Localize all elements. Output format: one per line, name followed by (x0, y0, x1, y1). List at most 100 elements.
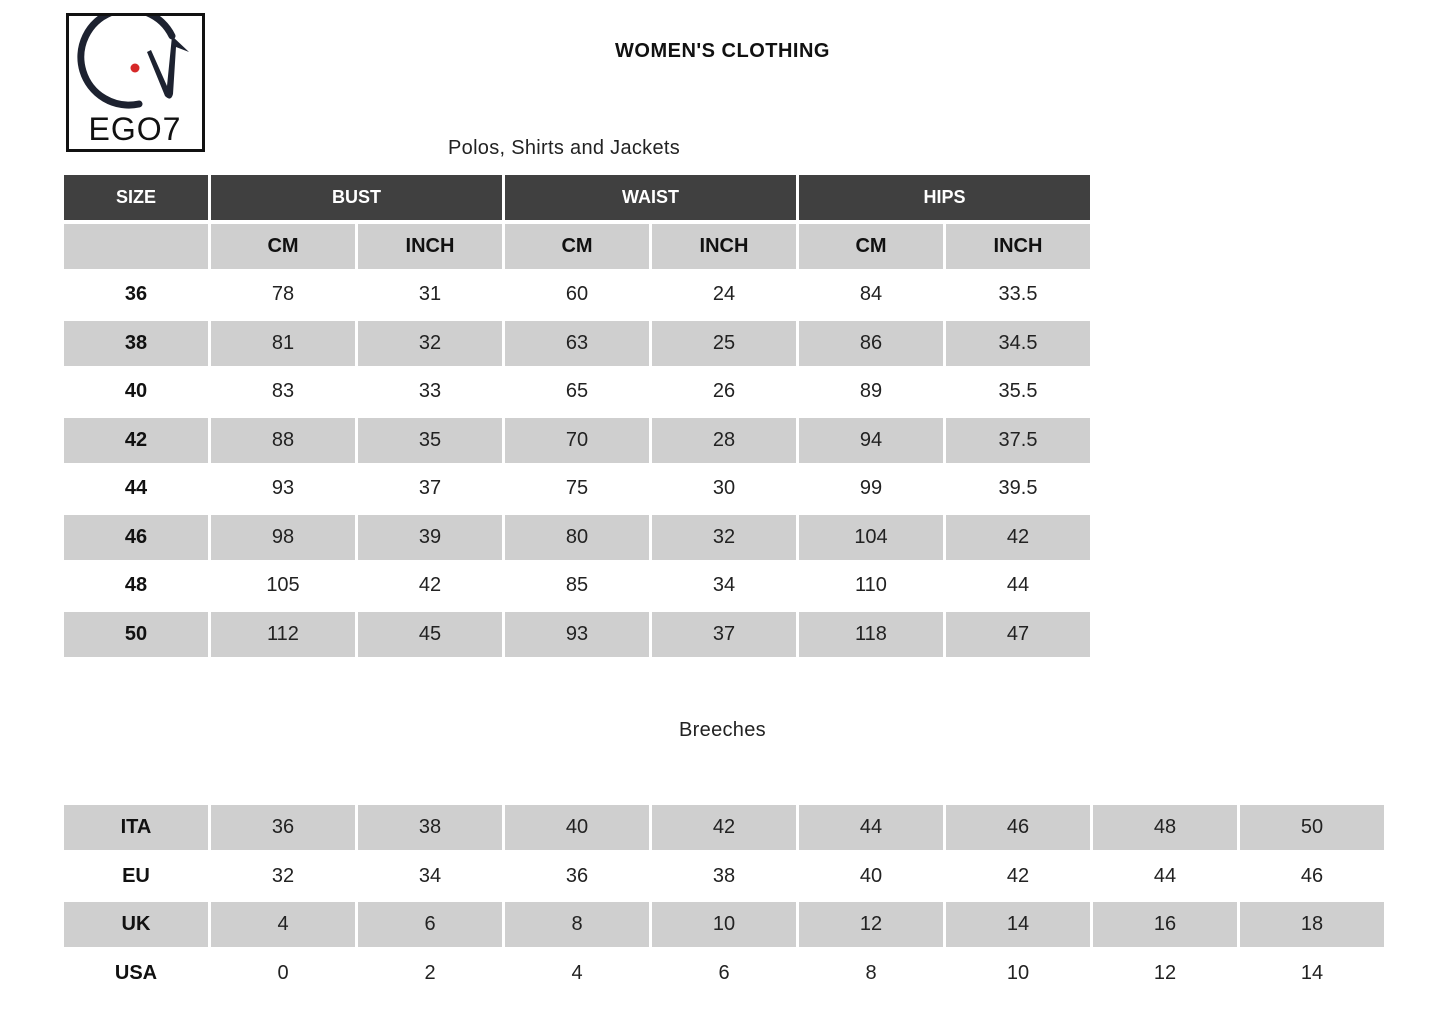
value-cell: 84 (859, 283, 883, 305)
value-cell: 88 (211, 417, 355, 463)
unit-header: CM (799, 223, 943, 269)
region-cell: EU (122, 864, 150, 887)
value-cell: 47 (946, 611, 1090, 657)
value-cell: 39 (358, 514, 502, 560)
value-cell: 35.5 (998, 380, 1038, 402)
value-cell: 31 (418, 283, 442, 305)
value-cell: 32 (358, 320, 502, 366)
size-cell: 46 (64, 514, 208, 560)
size-cell: 50 (64, 611, 208, 657)
value-cell: 35 (358, 417, 502, 463)
page-title: WOMEN'S CLOTHING (615, 40, 830, 62)
header-hips: HIPS (799, 175, 1090, 220)
value-cell: 6 (718, 961, 730, 984)
header-bust: BUST (211, 175, 502, 220)
value-cell: 4 (211, 902, 355, 947)
unit-header: INCH (946, 223, 1090, 269)
unit-header: CM (505, 223, 649, 269)
value-cell: 46 (946, 805, 1090, 850)
size-cell: 48 (124, 574, 148, 596)
value-cell: 25 (652, 320, 796, 366)
value-cell: 24 (712, 283, 736, 305)
value-cell: 44 (1153, 864, 1177, 887)
ego7-logo: EGO7 (66, 13, 205, 152)
header-blank (64, 223, 208, 269)
value-cell: 38 (358, 805, 502, 850)
polos-size-table: SIZE BUST WAIST HIPS CM INCH CM INCH CM INCH 36 78 3… (64, 175, 1090, 657)
value-cell: 93 (505, 611, 649, 657)
value-cell: 12 (1153, 961, 1177, 984)
value-cell: 14 (946, 902, 1090, 947)
value-cell: 50 (1240, 805, 1384, 850)
value-cell: 4 (571, 961, 583, 984)
value-cell: 63 (505, 320, 649, 366)
region-cell: ITA (64, 805, 208, 850)
unit-header: INCH (358, 223, 502, 269)
value-cell: 18 (1240, 902, 1384, 947)
value-cell: 94 (799, 417, 943, 463)
value-cell: 99 (859, 477, 883, 499)
breeches-size-table: ITA 36 38 40 42 44 46 48 50 EU 32 34 36 38 40 42 44 46 UK 4… (64, 805, 1384, 996)
value-cell: 34.5 (946, 320, 1090, 366)
size-cell: 42 (64, 417, 208, 463)
value-cell: 86 (799, 320, 943, 366)
value-cell: 89 (859, 380, 883, 402)
value-cell: 32 (271, 864, 295, 887)
value-cell: 37.5 (946, 417, 1090, 463)
value-cell: 75 (565, 477, 589, 499)
value-cell: 65 (565, 380, 589, 402)
value-cell: 37 (418, 477, 442, 499)
value-cell: 37 (652, 611, 796, 657)
value-cell: 48 (1093, 805, 1237, 850)
value-cell: 33.5 (998, 283, 1038, 305)
value-cell: 30 (712, 477, 736, 499)
value-cell: 112 (211, 611, 355, 657)
value-cell: 2 (424, 961, 436, 984)
value-cell: 42 (1006, 864, 1030, 887)
value-cell: 34 (418, 864, 442, 887)
value-cell: 10 (652, 902, 796, 947)
value-cell: 0 (277, 961, 289, 984)
value-cell: 6 (358, 902, 502, 947)
value-cell: 34 (712, 574, 736, 596)
value-cell: 32 (652, 514, 796, 560)
value-cell: 44 (1006, 574, 1030, 596)
value-cell: 85 (565, 574, 589, 596)
value-cell: 93 (271, 477, 295, 499)
value-cell: 118 (799, 611, 943, 657)
size-cell: 40 (124, 380, 148, 402)
value-cell: 44 (799, 805, 943, 850)
size-cell: 38 (64, 320, 208, 366)
unit-header: CM (211, 223, 355, 269)
value-cell: 45 (358, 611, 502, 657)
value-cell: 8 (505, 902, 649, 947)
value-cell: 26 (712, 380, 736, 402)
value-cell: 16 (1093, 902, 1237, 947)
value-cell: 33 (418, 380, 442, 402)
value-cell: 78 (271, 283, 295, 305)
size-cell: 44 (124, 477, 148, 499)
value-cell: 104 (799, 514, 943, 560)
value-cell: 40 (859, 864, 883, 887)
unit-header: INCH (652, 223, 796, 269)
value-cell: 12 (799, 902, 943, 947)
value-cell: 14 (1300, 961, 1324, 984)
value-cell: 36 (211, 805, 355, 850)
value-cell: 38 (712, 864, 736, 887)
value-cell: 83 (271, 380, 295, 402)
value-cell: 8 (865, 961, 877, 984)
value-cell: 39.5 (998, 477, 1038, 499)
value-cell: 40 (505, 805, 649, 850)
header-waist: WAIST (505, 175, 796, 220)
svg-text:EGO7: EGO7 (89, 111, 182, 147)
value-cell: 81 (211, 320, 355, 366)
value-cell: 98 (211, 514, 355, 560)
value-cell: 60 (565, 283, 589, 305)
value-cell: 46 (1300, 864, 1324, 887)
value-cell: 110 (855, 574, 887, 596)
region-cell: UK (64, 902, 208, 947)
breeches-subtitle: Breeches (679, 719, 766, 741)
value-cell: 42 (946, 514, 1090, 560)
polos-subtitle: Polos, Shirts and Jackets (448, 137, 681, 159)
value-cell: 105 (266, 574, 300, 596)
